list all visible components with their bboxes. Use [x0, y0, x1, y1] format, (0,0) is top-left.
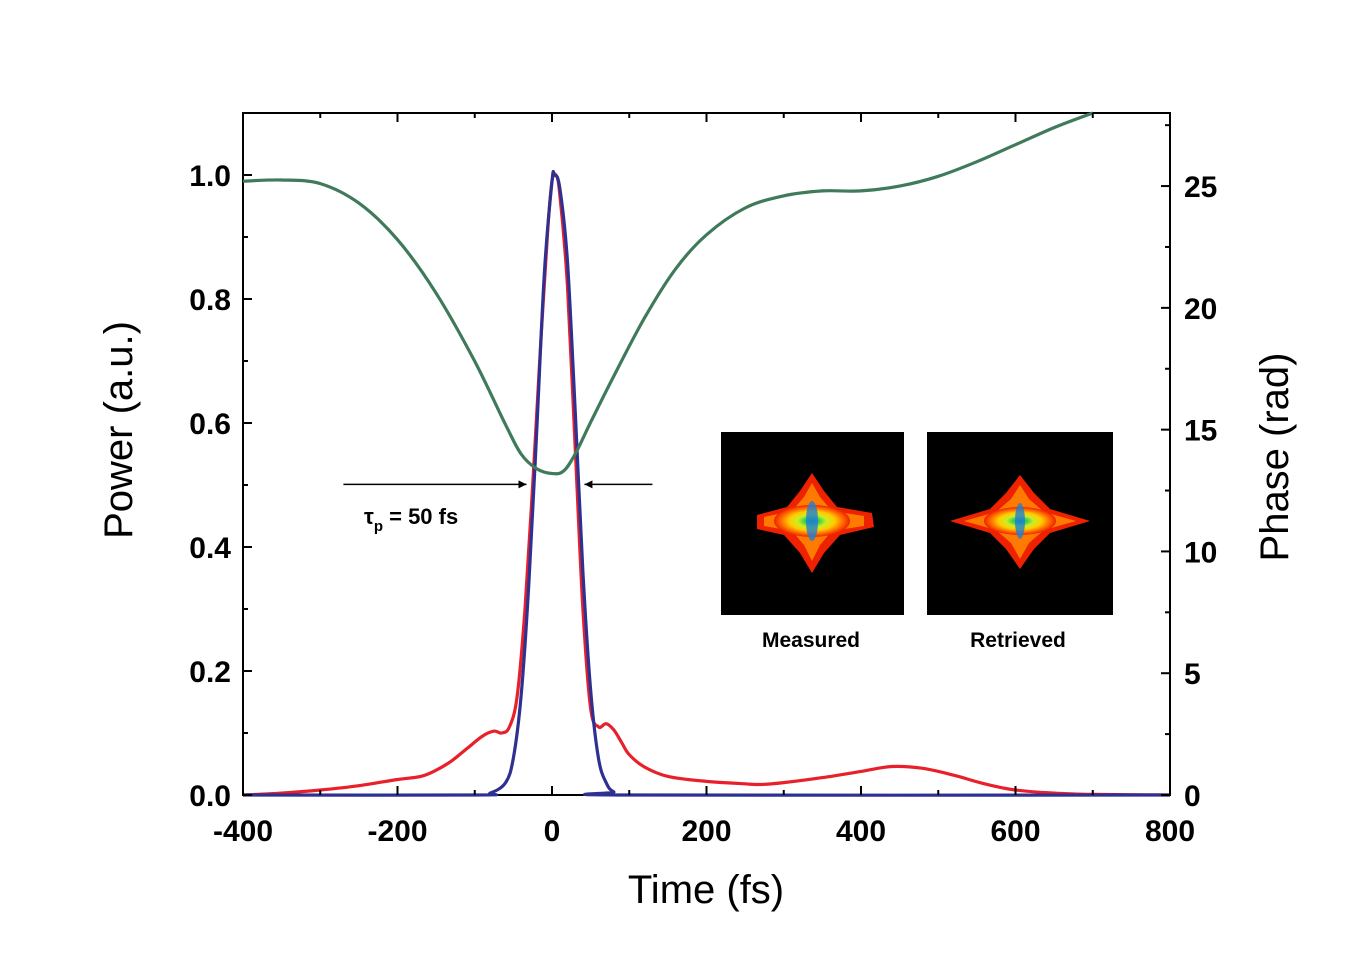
x-tick-label: 600	[990, 815, 1040, 848]
x-tick-label: -400	[213, 815, 273, 848]
y-tick-label-left: 0.8	[189, 284, 231, 317]
x-tick-label: 400	[836, 815, 886, 848]
y-tick-label-left: 0.0	[189, 780, 231, 813]
tick-layer: -400 -200 0 200 400 600 800 0.0 0.2 0.4 0.6 0.8 1.0 0…	[189, 112, 1217, 848]
y-tick-label-right: 5	[1184, 658, 1201, 691]
y-tick-label-left: 1.0	[189, 160, 231, 193]
x-tick-label: 200	[681, 815, 731, 848]
tau-subscript: p	[374, 518, 383, 535]
series-layer	[242, 111, 1171, 797]
y-tick-label-left: 0.6	[189, 408, 231, 441]
frog-trace-measured	[757, 473, 874, 573]
y-tick-label-left: 0.2	[189, 656, 231, 689]
y-tick-label-right: 15	[1184, 415, 1217, 448]
x-tick-label: -200	[367, 815, 427, 848]
y-axis-title-left: Power (a.u.)	[97, 321, 141, 539]
inset-caption-retrieved: Retrieved	[970, 629, 1066, 652]
tau-symbol: τ	[364, 504, 374, 529]
series-line-phase	[242, 111, 1094, 476]
inset-retrieved: Retrieved	[927, 432, 1113, 652]
x-tick-label: 0	[544, 815, 561, 848]
x-axis-title: Time (fs)	[628, 868, 784, 912]
frog-trace-retrieved	[950, 475, 1090, 569]
y-axis-title-right: Phase (rad)	[1253, 353, 1297, 562]
pulse-width-label: τp = 50 fs	[364, 504, 458, 535]
y-tick-label-right: 0	[1184, 780, 1201, 813]
y-tick-label-right: 10	[1184, 536, 1217, 569]
y-tick-label-right: 25	[1184, 171, 1217, 204]
tau-value: = 50 fs	[383, 504, 458, 529]
inset-caption-measured: Measured	[762, 629, 860, 652]
inset-measured: Measured	[721, 432, 904, 652]
y-tick-label-right: 20	[1184, 293, 1217, 326]
series-line-red	[242, 172, 1171, 797]
y-tick-label-left: 0.4	[189, 532, 231, 565]
pulse-width-annotation: τp = 50 fs	[343, 480, 653, 535]
x-tick-label: 800	[1145, 815, 1195, 848]
series-line-blue	[242, 169, 1171, 797]
